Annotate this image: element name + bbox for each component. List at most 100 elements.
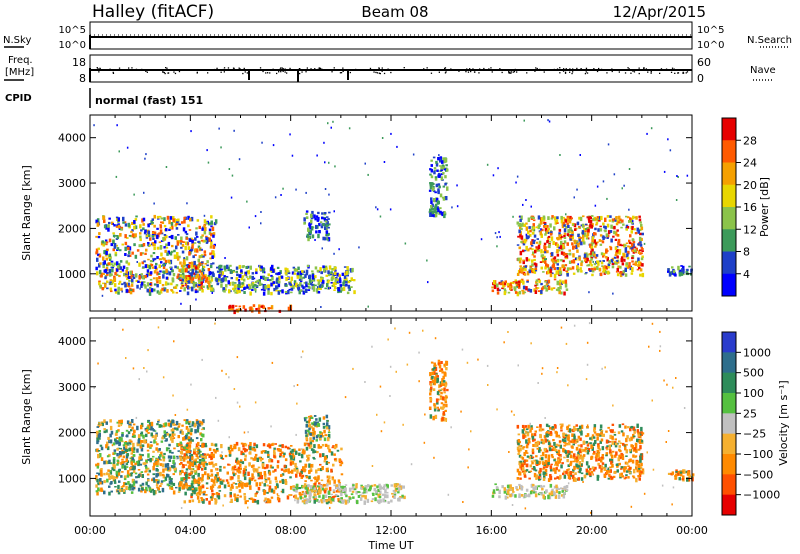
heatmap-cell bbox=[172, 473, 175, 476]
heatmap-cell bbox=[621, 219, 624, 223]
heatmap-cell bbox=[241, 282, 244, 285]
heatmap-cell bbox=[625, 228, 628, 231]
heatmap-cell bbox=[297, 286, 300, 290]
heatmap-cell bbox=[161, 284, 165, 287]
heatmap-cell bbox=[236, 494, 239, 497]
heatmap-cell bbox=[130, 472, 134, 474]
heatmap-cell bbox=[547, 454, 551, 459]
nave-dot bbox=[243, 67, 245, 70]
heatmap-cell bbox=[443, 387, 446, 392]
heatmap-cell bbox=[308, 490, 312, 495]
heatmap-cell bbox=[443, 168, 447, 171]
heatmap-cell bbox=[563, 240, 567, 244]
heatmap-cell bbox=[159, 245, 163, 250]
heatmap-cell bbox=[210, 215, 213, 219]
heatmap-cell bbox=[185, 450, 189, 454]
heatmap-cell bbox=[127, 246, 130, 251]
heatmap-cell bbox=[141, 488, 144, 491]
heatmap-cell bbox=[262, 276, 266, 280]
heatmap-cell bbox=[228, 289, 231, 294]
heatmap-cell bbox=[498, 289, 501, 292]
heatmap-cell bbox=[536, 426, 539, 428]
nave-dot bbox=[569, 68, 571, 70]
heatmap-cell bbox=[148, 422, 152, 427]
heatmap-cell bbox=[544, 266, 547, 270]
heatmap-cell bbox=[338, 483, 341, 487]
heatmap-cell bbox=[639, 466, 643, 469]
heatmap-cell bbox=[307, 282, 311, 286]
heatmap-cell bbox=[639, 252, 642, 255]
heatmap-cell bbox=[167, 474, 170, 478]
heatmap-cell bbox=[112, 264, 115, 268]
heatmap-cell bbox=[444, 409, 447, 412]
heatmap-cell bbox=[520, 235, 524, 240]
heatmap-cell bbox=[222, 287, 225, 291]
heatmap-cell bbox=[235, 270, 238, 273]
heatmap-cell bbox=[435, 160, 438, 164]
heatmap-cell bbox=[200, 284, 203, 290]
heatmap-cell bbox=[435, 210, 438, 215]
heatmap-cell bbox=[210, 276, 214, 279]
heatmap-cell bbox=[525, 199, 527, 201]
heatmap-cell bbox=[181, 244, 185, 247]
heatmap-cell bbox=[193, 260, 196, 266]
heatmap-cell bbox=[238, 281, 241, 286]
heatmap-cell bbox=[537, 244, 541, 249]
heatmap-cell bbox=[153, 214, 156, 219]
heatmap-cell bbox=[99, 453, 102, 458]
nave-dot bbox=[650, 71, 652, 73]
heatmap-cell bbox=[240, 442, 244, 445]
heatmap-cell bbox=[197, 245, 201, 249]
heatmap-cell bbox=[203, 214, 206, 217]
heatmap-cell bbox=[139, 463, 142, 466]
heatmap-cell bbox=[492, 174, 495, 177]
heatmap-cell bbox=[184, 455, 188, 460]
heatmap-cell bbox=[303, 442, 307, 447]
heatmap-cell bbox=[585, 257, 588, 262]
heatmap-cell bbox=[182, 261, 185, 265]
heatmap-cell bbox=[158, 264, 161, 269]
nave-dot bbox=[576, 67, 578, 70]
heatmap-cell bbox=[576, 188, 578, 191]
heatmap-cell bbox=[298, 448, 301, 451]
heatmap-cell bbox=[442, 159, 445, 164]
heatmap-cell bbox=[314, 482, 317, 488]
heatmap-cell bbox=[562, 221, 566, 225]
heatmap-cell bbox=[201, 443, 204, 448]
heatmap-cell bbox=[153, 257, 157, 261]
heatmap-cell bbox=[319, 431, 322, 434]
heatmap-cell bbox=[116, 224, 119, 228]
heatmap-cell bbox=[109, 287, 113, 291]
heatmap-cell bbox=[201, 276, 204, 280]
heatmap-cell bbox=[504, 280, 507, 284]
heatmap-cell bbox=[170, 222, 174, 226]
heatmap-cell bbox=[563, 267, 566, 270]
heatmap-cell bbox=[342, 286, 346, 291]
heatmap-cell bbox=[507, 291, 511, 294]
heatmap-cell bbox=[558, 290, 561, 295]
heatmap-cell bbox=[316, 498, 319, 502]
heatmap-cell bbox=[442, 403, 446, 406]
nave-dot bbox=[611, 70, 613, 73]
heatmap-cell bbox=[112, 469, 116, 472]
heatmap-cell bbox=[128, 425, 131, 429]
heatmap-cell bbox=[211, 493, 214, 497]
heatmap-cell bbox=[162, 425, 166, 428]
heatmap-cell bbox=[638, 472, 642, 477]
heatmap-cell bbox=[324, 220, 328, 223]
heatmap-cell bbox=[176, 443, 179, 446]
heatmap-cell bbox=[323, 460, 326, 463]
heatmap-cell bbox=[435, 197, 439, 202]
heatmap-cell bbox=[540, 287, 544, 291]
heatmap-cell bbox=[218, 485, 221, 489]
heatmap-cell bbox=[585, 461, 589, 466]
heatmap-cell bbox=[132, 423, 136, 426]
heatmap-cell bbox=[545, 466, 549, 468]
heatmap-cell bbox=[97, 450, 101, 452]
heatmap-cell bbox=[326, 422, 329, 426]
heatmap-cell bbox=[190, 216, 194, 222]
heatmap-cell bbox=[150, 243, 154, 246]
heatmap-cell bbox=[132, 465, 135, 470]
heatmap-cell bbox=[433, 198, 436, 203]
